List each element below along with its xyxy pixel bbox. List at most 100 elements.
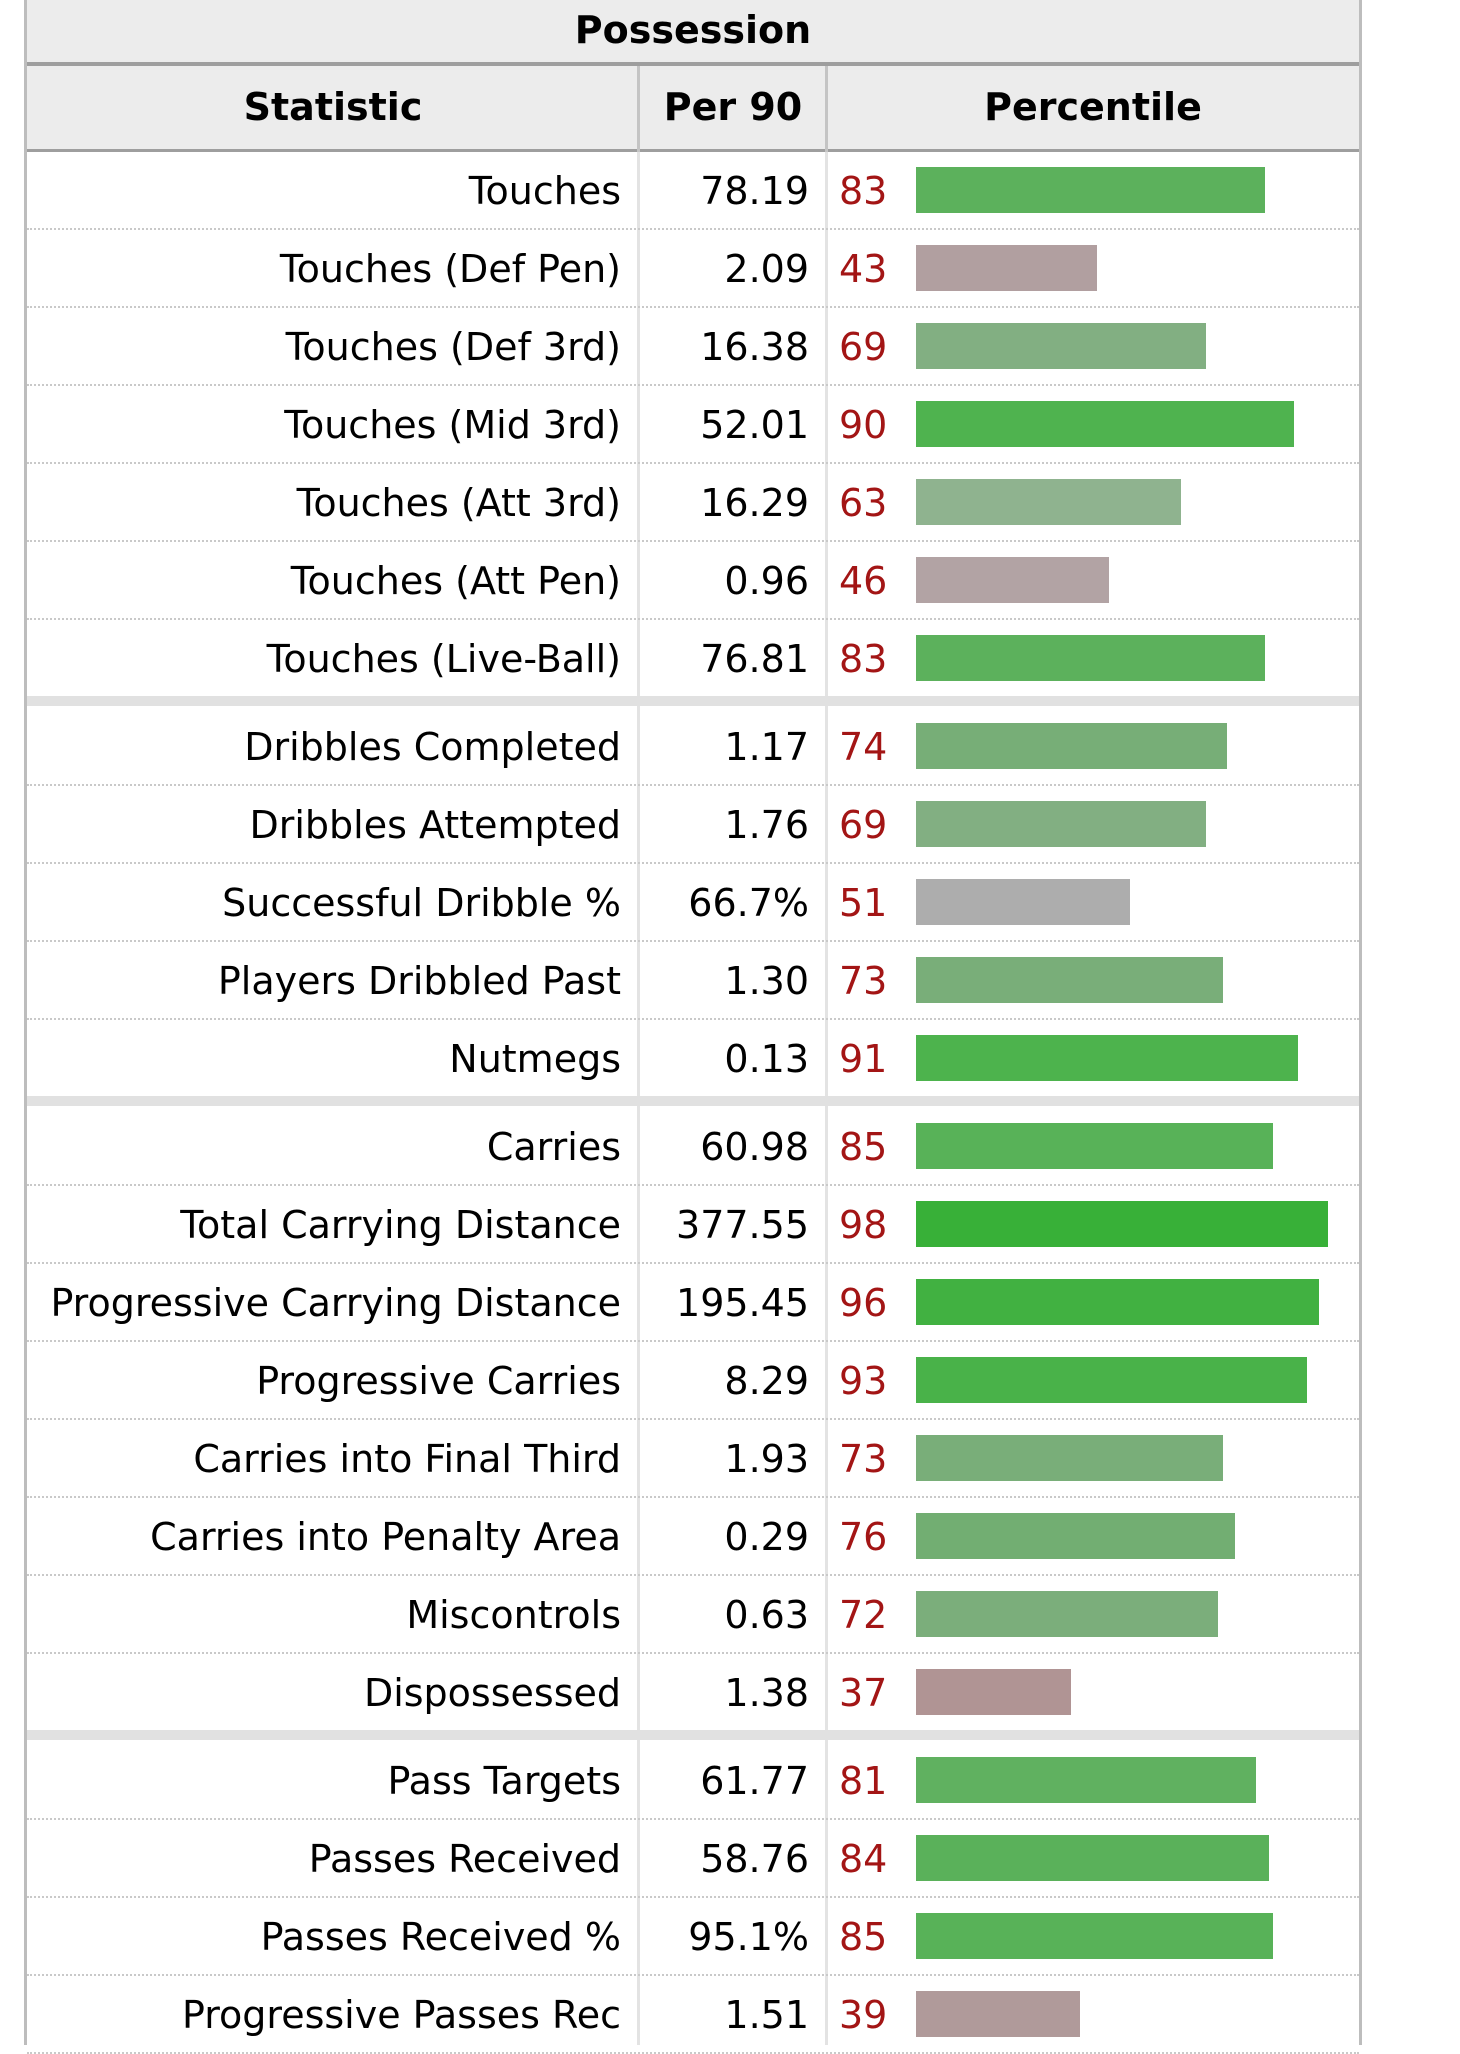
percentile-value: 83 xyxy=(839,169,888,213)
percentile-bar xyxy=(916,245,1097,291)
percentile-bar xyxy=(916,723,1227,769)
percentile-bar xyxy=(916,1757,1256,1803)
per90-value: 0.13 xyxy=(724,1037,809,1081)
table-row: Successful Dribble % 66.7% 51 xyxy=(27,864,1359,942)
table-row: Carries 60.98 85 xyxy=(27,1108,1359,1186)
table-row: Progressive Carries 8.29 93 xyxy=(27,1342,1359,1420)
stat-label: Carries into Final Third xyxy=(193,1437,621,1481)
percentile-value: 73 xyxy=(839,1437,888,1481)
per90-value: 76.81 xyxy=(700,637,809,681)
percentile-value: 46 xyxy=(839,559,888,603)
percentile-value: 93 xyxy=(839,1359,888,1403)
table-row: Progressive Passes Rec 1.51 39 xyxy=(27,1976,1359,2054)
stat-label: Pass Targets xyxy=(387,1759,621,1803)
table-row: Progressive Carrying Distance 195.45 96 xyxy=(27,1264,1359,1342)
stat-label: Touches (Def Pen) xyxy=(279,247,621,291)
percentile-value: 51 xyxy=(839,881,888,925)
percentile-bar xyxy=(916,1201,1328,1247)
group-separator xyxy=(27,696,1359,706)
percentile-value: 85 xyxy=(839,1915,888,1959)
stat-label: Passes Received % xyxy=(260,1915,621,1959)
table-row: Carries into Final Third 1.93 73 xyxy=(27,1420,1359,1498)
column-divider xyxy=(825,66,828,2045)
stat-label: Carries into Penalty Area xyxy=(150,1515,621,1559)
header-statistic[interactable]: Statistic xyxy=(243,85,423,129)
percentile-bar xyxy=(916,1835,1269,1881)
percentile-bar xyxy=(916,1591,1218,1637)
table-row: Passes Received % 95.1% 85 xyxy=(27,1898,1359,1976)
percentile-value: 72 xyxy=(839,1593,888,1637)
percentile-value: 91 xyxy=(839,1037,888,1081)
stat-label: Touches (Att Pen) xyxy=(290,559,621,603)
percentile-value: 73 xyxy=(839,959,888,1003)
per90-value: 1.93 xyxy=(724,1437,809,1481)
percentile-value: 74 xyxy=(839,725,888,769)
stat-label: Touches (Mid 3rd) xyxy=(284,403,621,447)
table-row: Total Carrying Distance 377.55 98 xyxy=(27,1186,1359,1264)
per90-value: 16.29 xyxy=(700,481,809,525)
percentile-value: 76 xyxy=(839,1515,888,1559)
stat-label: Dribbles Attempted xyxy=(249,803,621,847)
table-row: Pass Targets 61.77 81 xyxy=(27,1742,1359,1820)
table-row: Dribbles Attempted 1.76 69 xyxy=(27,786,1359,864)
percentile-value: 43 xyxy=(839,247,888,291)
table-row: Miscontrols 0.63 72 xyxy=(27,1576,1359,1654)
per90-value: 52.01 xyxy=(700,403,809,447)
per90-value: 195.45 xyxy=(676,1281,809,1325)
percentile-bar xyxy=(916,1035,1298,1081)
group-separator xyxy=(27,1096,1359,1106)
stat-label: Dispossessed xyxy=(363,1671,621,1715)
header-per90[interactable]: Per 90 xyxy=(663,85,803,129)
table-row: Passes Received 58.76 84 xyxy=(27,1820,1359,1898)
percentile-bar xyxy=(916,557,1109,603)
stat-label: Progressive Carries xyxy=(256,1359,621,1403)
percentile-bar xyxy=(916,401,1294,447)
stat-label: Touches (Att 3rd) xyxy=(296,481,621,525)
percentile-value: 69 xyxy=(839,325,888,369)
percentile-bar xyxy=(916,1991,1080,2037)
table-row: Touches (Att 3rd) 16.29 63 xyxy=(27,464,1359,542)
header-percentile[interactable]: Percentile xyxy=(984,85,1202,129)
stat-label: Players Dribbled Past xyxy=(217,959,621,1003)
per90-value: 1.51 xyxy=(724,1993,809,2037)
per90-value: 95.1% xyxy=(688,1915,809,1959)
table-row: Dispossessed 1.38 37 xyxy=(27,1654,1359,1732)
table-row: Touches (Mid 3rd) 52.01 90 xyxy=(27,386,1359,464)
per90-value: 16.38 xyxy=(700,325,809,369)
possession-table: Possession Statistic Per 90 Percentile T… xyxy=(24,0,1362,2054)
per90-value: 2.09 xyxy=(724,247,809,291)
table-row: Carries into Penalty Area 0.29 76 xyxy=(27,1498,1359,1576)
percentile-value: 69 xyxy=(839,803,888,847)
per90-value: 0.29 xyxy=(724,1515,809,1559)
table-caption: Possession xyxy=(27,0,1359,66)
stat-label: Dribbles Completed xyxy=(244,725,621,769)
header-divider xyxy=(825,66,828,152)
percentile-bar xyxy=(916,479,1181,525)
table-row: Touches (Def Pen) 2.09 43 xyxy=(27,230,1359,308)
percentile-bar xyxy=(916,323,1206,369)
percentile-bar xyxy=(916,167,1265,213)
per90-value: 1.30 xyxy=(724,959,809,1003)
per90-value: 377.55 xyxy=(676,1203,809,1247)
per90-value: 0.63 xyxy=(724,1593,809,1637)
percentile-value: 90 xyxy=(839,403,888,447)
stat-label: Nutmegs xyxy=(449,1037,621,1081)
stat-label: Total Carrying Distance xyxy=(180,1203,621,1247)
percentile-value: 98 xyxy=(839,1203,888,1247)
stat-label: Miscontrols xyxy=(406,1593,621,1637)
per90-value: 61.77 xyxy=(700,1759,809,1803)
per90-value: 1.76 xyxy=(724,803,809,847)
per90-value: 1.38 xyxy=(724,1671,809,1715)
stat-label: Successful Dribble % xyxy=(222,881,621,925)
percentile-bar xyxy=(916,1123,1273,1169)
stat-label: Progressive Carrying Distance xyxy=(50,1281,621,1325)
stat-label: Passes Received xyxy=(308,1837,621,1881)
percentile-bar xyxy=(916,1913,1273,1959)
per90-value: 60.98 xyxy=(700,1125,809,1169)
table-row: Touches (Def 3rd) 16.38 69 xyxy=(27,308,1359,386)
column-divider xyxy=(637,66,640,2045)
percentile-bar xyxy=(916,1357,1307,1403)
percentile-value: 85 xyxy=(839,1125,888,1169)
percentile-bar xyxy=(916,1513,1235,1559)
percentile-bar xyxy=(916,801,1206,847)
